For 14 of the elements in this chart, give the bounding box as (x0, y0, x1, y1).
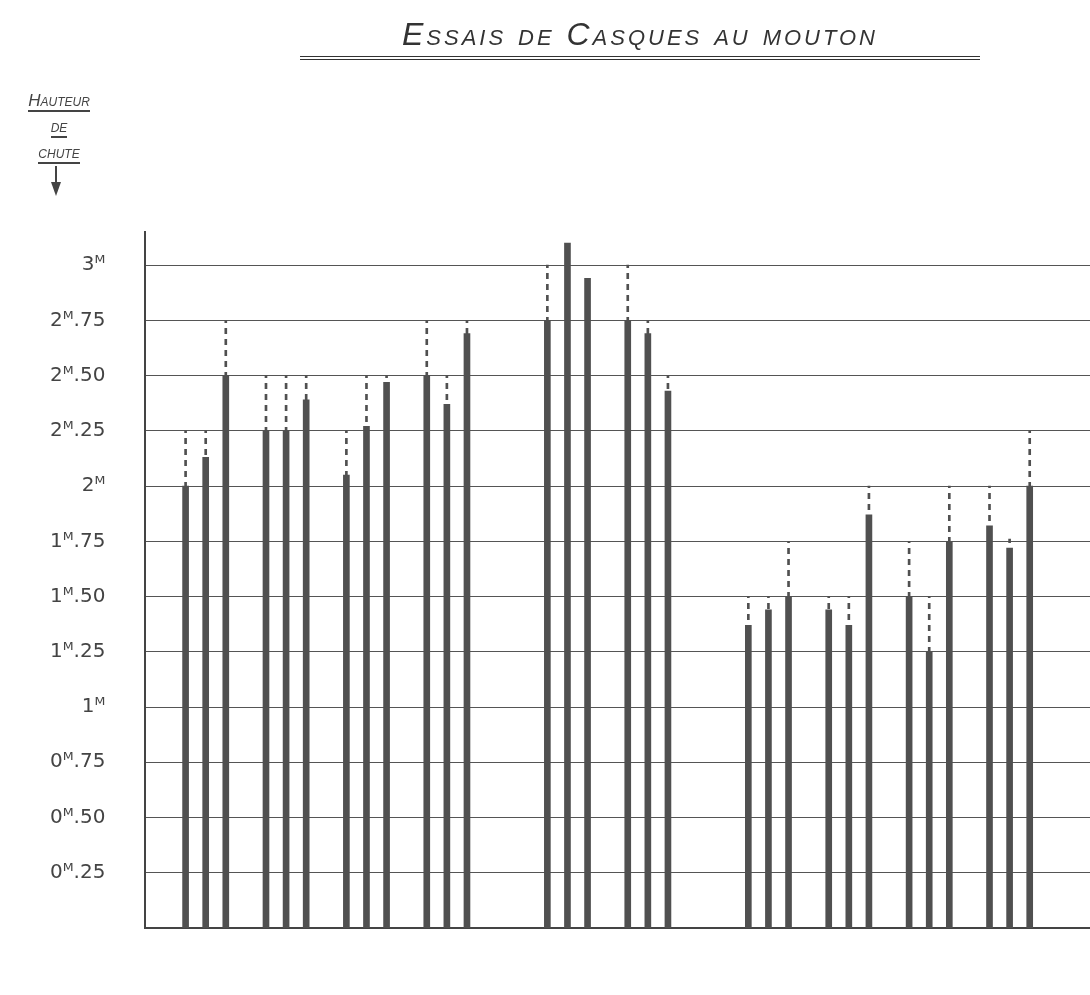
y-tick-label: 0ᴹ.75 (49, 748, 106, 773)
chart-title: Essais de Casques au mouton (300, 12, 980, 60)
y-tick-label: 0ᴹ.25 (49, 858, 106, 883)
y-tick-label: 2ᴹ.50 (49, 361, 106, 386)
y-tick-label: 2ᴹ (81, 472, 106, 497)
y-axis-title: Hauteur de chute (28, 91, 90, 164)
y-tick-label: 1ᴹ (81, 693, 106, 718)
y-tick-label: 1ᴹ.50 (49, 582, 106, 607)
y-tick-label: 2ᴹ.75 (49, 306, 106, 331)
y-tick-label: 0ᴹ.50 (49, 803, 106, 828)
y-tick-label: 1ᴹ.25 (49, 638, 106, 663)
y-tick-label: 1ᴹ.75 (49, 527, 106, 552)
y-tick-label: 2ᴹ.25 (49, 417, 106, 442)
y-tick-label: 3ᴹ (81, 251, 106, 276)
